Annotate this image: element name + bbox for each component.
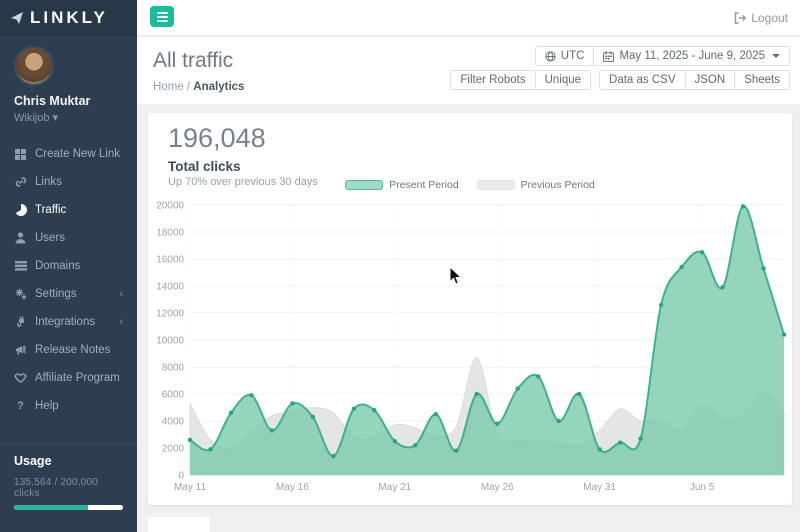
data-as-csv-button[interactable]: Data as CSV — [599, 70, 686, 90]
sidebar-item-label: Help — [35, 400, 59, 412]
export-controls: Filter Robots Unique Data as CSV JSON Sh… — [450, 70, 790, 90]
timezone-date-controls: UTC May 11, 2025 - June 9, 2025 — [534, 46, 790, 66]
svg-text:6000: 6000 — [162, 390, 185, 401]
unique-button[interactable]: Unique — [535, 70, 592, 90]
filter-robots-button[interactable]: Filter Robots — [450, 70, 536, 90]
hamburger-icon — [156, 11, 168, 14]
calendar-icon — [603, 50, 615, 62]
svg-text:12000: 12000 — [156, 309, 184, 320]
legend-previous[interactable]: Previous Period — [476, 179, 595, 191]
legend-present[interactable]: Present Period — [345, 179, 459, 191]
app-logo: LINKLY — [30, 8, 108, 27]
total-clicks-label: Total clicks — [168, 159, 241, 174]
link-icon — [14, 176, 27, 188]
breadcrumb: Home / Analytics — [153, 81, 244, 93]
partial-next-card — [148, 517, 210, 532]
page-header: All traffic Home / Analytics UTC May 11,… — [137, 37, 800, 104]
json-button[interactable]: JSON — [685, 70, 736, 90]
usage-progress-fill — [14, 505, 89, 510]
svg-text:May 16: May 16 — [276, 482, 309, 493]
sidebar-item-label: Links — [35, 176, 62, 188]
sidebar-item-label: Affiliate Program — [35, 372, 120, 384]
question-icon: ? — [17, 400, 24, 412]
sidebar-item-label: Integrations — [35, 316, 96, 328]
breadcrumb-home[interactable]: Home — [153, 81, 184, 93]
sidebar-item-create-new-link[interactable]: Create New Link — [0, 140, 137, 168]
timezone-button[interactable]: UTC — [534, 46, 595, 66]
chevron-left-icon: ‹ — [119, 316, 123, 328]
usage-count: 135,564 / 200,000 clicks — [14, 477, 99, 499]
gears-icon — [14, 288, 27, 300]
pie-chart-icon — [14, 204, 27, 216]
svg-text:18000: 18000 — [156, 228, 184, 239]
sidebar-item-label: Domains — [35, 260, 81, 272]
logo-bar: LINKLY — [0, 0, 137, 36]
top-bar: Logout — [137, 0, 800, 36]
sidebar: LINKLY Chris Muktar Wikijob ▾ Create New… — [0, 0, 137, 532]
sidebar-item-integrations[interactable]: Integrations ‹ — [0, 308, 137, 336]
sidebar-item-users[interactable]: Users — [0, 224, 137, 252]
sidebar-toggle-button[interactable] — [150, 6, 174, 27]
usage-progress-bar — [14, 505, 123, 510]
user-icon — [14, 232, 27, 244]
handshake-icon — [14, 373, 27, 383]
logout-label: Logout — [751, 11, 788, 25]
present-period-swatch — [345, 180, 384, 190]
sidebar-item-label: Traffic — [35, 204, 67, 216]
sidebar-item-affiliate-program[interactable]: Affiliate Program — [0, 364, 137, 392]
breadcrumb-separator: / — [186, 81, 191, 93]
svg-text:8000: 8000 — [162, 363, 185, 374]
previous-period-swatch — [476, 180, 515, 190]
sidebar-item-settings[interactable]: Settings ‹ — [0, 280, 137, 308]
svg-text:Jun 5: Jun 5 — [690, 482, 715, 493]
megaphone-icon — [14, 345, 27, 356]
plug-icon — [14, 316, 27, 328]
avatar[interactable] — [14, 46, 54, 86]
sidebar-item-label: Create New Link — [35, 148, 121, 160]
sidebar-item-domains[interactable]: Domains — [0, 252, 137, 280]
table-icon — [14, 260, 27, 272]
svg-text:May 26: May 26 — [481, 482, 514, 493]
chevron-left-icon: ‹ — [119, 288, 123, 300]
logout-icon — [735, 12, 747, 24]
svg-text:May 31: May 31 — [583, 482, 616, 493]
breadcrumb-current: Analytics — [193, 81, 245, 93]
sidebar-item-label: Users — [35, 232, 66, 244]
sheets-button[interactable]: Sheets — [735, 70, 790, 90]
svg-text:May 21: May 21 — [378, 482, 411, 493]
sidebar-item-links[interactable]: Links — [0, 168, 137, 196]
total-clicks-value: 196,048 — [168, 123, 266, 153]
grid-icon — [14, 148, 27, 160]
traffic-chart[interactable]: 0 2000 4000 6000 8000 10000 12000 14000 16000 180… — [150, 197, 790, 502]
sidebar-item-help[interactable]: ? Help — [0, 392, 137, 420]
sidebar-nav: Create New Link Links Traffic Users — [0, 140, 137, 420]
svg-text:0: 0 — [178, 471, 184, 482]
usage-panel: Usage 135,564 / 200,000 clicks — [0, 443, 137, 520]
user-profile: Chris Muktar Wikijob ▾ — [0, 36, 137, 130]
svg-text:16000: 16000 — [156, 255, 184, 266]
svg-text:2000: 2000 — [162, 444, 185, 455]
user-org-dropdown[interactable]: Wikijob ▾ — [14, 112, 59, 124]
logo-icon — [11, 12, 23, 24]
sidebar-item-release-notes[interactable]: Release Notes — [0, 336, 137, 364]
svg-text:4000: 4000 — [162, 417, 185, 428]
usage-title: Usage — [14, 454, 52, 468]
svg-text:May 11: May 11 — [174, 482, 206, 493]
svg-text:20000: 20000 — [156, 201, 184, 212]
sidebar-item-label: Release Notes — [35, 344, 111, 356]
user-name: Chris Muktar — [14, 94, 91, 108]
traffic-chart-card: 196,048 Total clicks Up 70% over previou… — [148, 113, 792, 505]
total-clicks-subtext: Up 70% over previous 30 days — [168, 176, 318, 188]
svg-text:14000: 14000 — [156, 282, 184, 293]
page-title: All traffic — [153, 49, 234, 72]
date-range-button[interactable]: May 11, 2025 - June 9, 2025 — [594, 46, 790, 66]
chart-legend: Present Period Previous Period — [148, 179, 792, 191]
logout-button[interactable]: Logout — [734, 0, 788, 36]
sidebar-item-label: Settings — [35, 288, 77, 300]
svg-text:10000: 10000 — [156, 336, 184, 347]
globe-icon — [545, 50, 556, 62]
chevron-down-icon — [772, 54, 780, 58]
sidebar-item-traffic[interactable]: Traffic — [0, 196, 137, 224]
